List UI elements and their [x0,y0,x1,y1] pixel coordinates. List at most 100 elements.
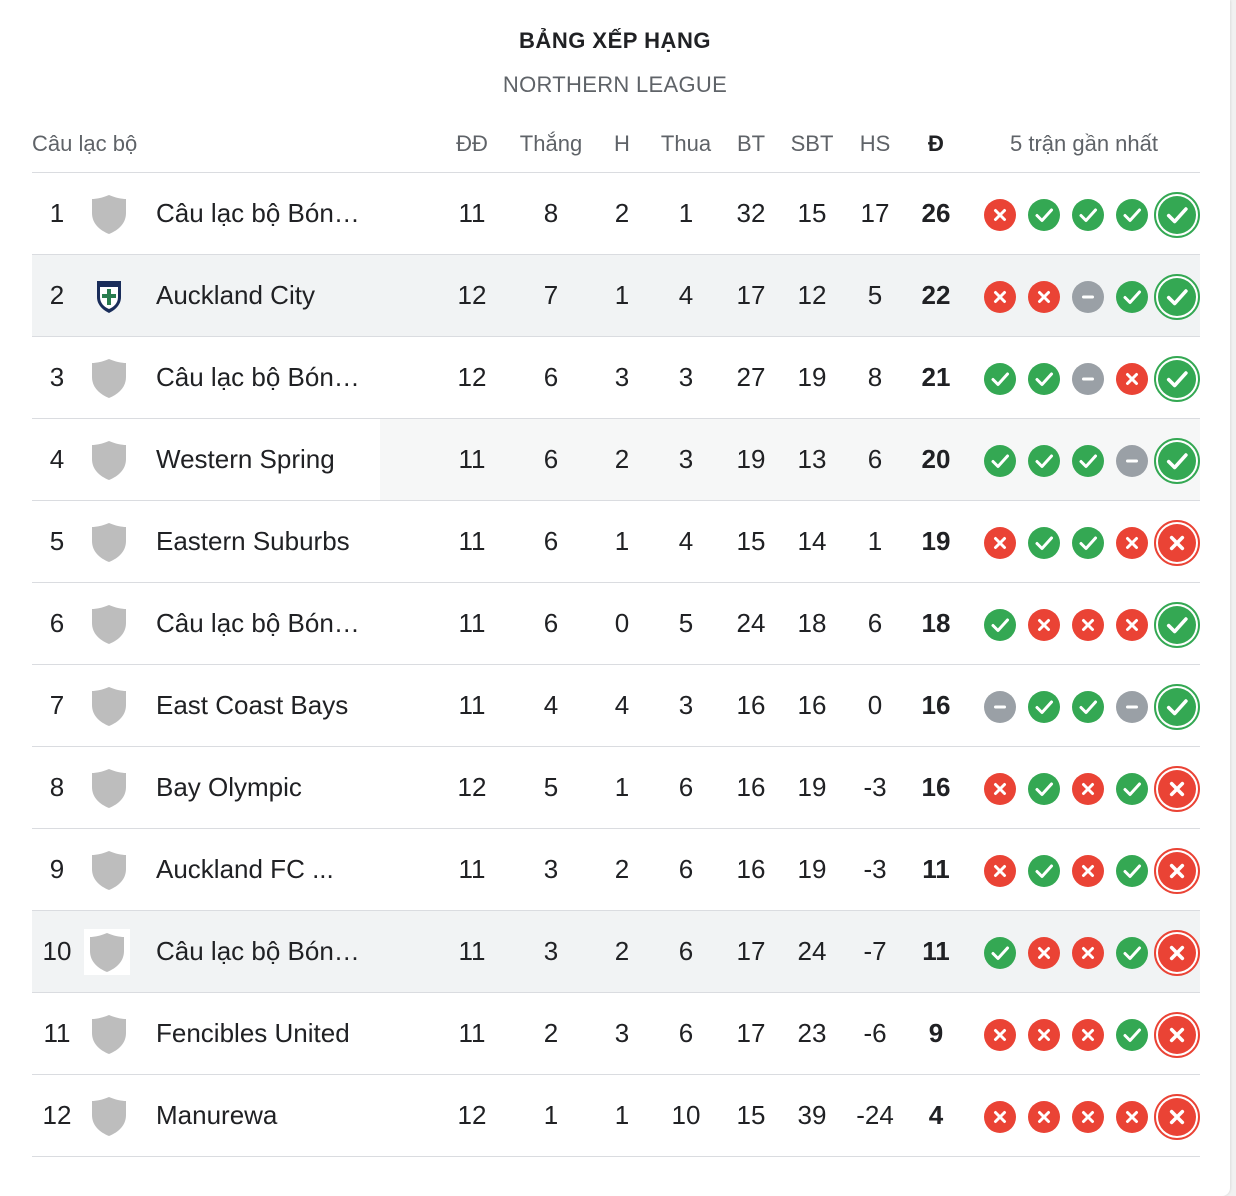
form-latest-win-icon[interactable] [1154,274,1200,320]
recent-form [984,255,1200,336]
table-row[interactable]: 2 Auckland City 12 7 1 4 17 12 5 22 [32,255,1200,337]
form-loss-icon[interactable] [1072,609,1104,641]
form-loss-icon[interactable] [984,527,1016,559]
table-row[interactable]: 11 Fencibles United 11 2 3 6 17 23 -6 9 [32,993,1200,1075]
form-win-icon[interactable] [1072,199,1104,231]
form-latest-loss-icon[interactable] [1154,520,1200,566]
table-row[interactable]: 10 Câu lạc bộ Bóng đá 11 3 2 6 17 24 -7 11 [32,911,1200,993]
table-row[interactable]: 1 Câu lạc bộ Bóng đá 11 8 2 1 32 15 17 26 [32,173,1200,255]
form-win-icon[interactable] [984,609,1016,641]
form-win-icon[interactable] [1028,527,1060,559]
form-win-icon[interactable] [1072,527,1104,559]
team-name[interactable]: Câu lạc bộ Bóng đá [156,362,368,392]
form-latest-win-icon[interactable] [1154,356,1200,402]
form-loss-icon[interactable] [984,855,1016,887]
table-row[interactable]: 12 Manurewa 12 1 1 10 15 39 -24 4 [32,1075,1200,1157]
form-latest-win-icon[interactable] [1154,602,1200,648]
stat-ga: 19 [797,362,827,392]
form-latest-loss-icon[interactable] [1154,1094,1200,1140]
table-row[interactable]: 4 Western Spring 11 6 2 3 19 13 6 20 [32,419,1200,501]
form-loss-icon[interactable] [1072,855,1104,887]
form-loss-icon[interactable] [1028,937,1060,969]
team-rank: 9 [49,854,65,884]
form-win-icon[interactable] [1116,199,1148,231]
form-loss-icon[interactable] [1116,363,1148,395]
form-win-icon[interactable] [1072,445,1104,477]
form-loss-icon[interactable] [984,199,1016,231]
form-win-icon[interactable] [1028,199,1060,231]
team-name[interactable]: Câu lạc bộ Bóng đá [156,198,368,228]
form-win-icon[interactable] [984,937,1016,969]
form-latest-loss-icon[interactable] [1154,766,1200,812]
recent-form [984,419,1200,500]
team-name[interactable]: Fencibles United [156,1018,350,1048]
form-latest-loss-icon[interactable] [1154,848,1200,894]
team-name[interactable]: Manurewa [156,1100,278,1130]
form-loss-icon[interactable] [1116,1101,1148,1133]
form-win-icon[interactable] [1116,937,1148,969]
form-loss-icon[interactable] [984,281,1016,313]
stat-drawn: 1 [614,1100,630,1130]
form-loss-icon[interactable] [1072,1019,1104,1051]
form-draw-icon[interactable] [1116,691,1148,723]
stat-gf: 16 [736,854,766,884]
form-win-icon[interactable] [1116,773,1148,805]
form-win-icon[interactable] [1116,281,1148,313]
stat-played: 11 [458,608,486,638]
form-draw-icon[interactable] [1116,445,1148,477]
form-loss-icon[interactable] [1028,609,1060,641]
table-row[interactable]: 7 East Coast Bays 11 4 4 3 16 16 0 16 [32,665,1200,747]
form-latest-loss-icon[interactable] [1154,930,1200,976]
form-loss-icon[interactable] [1028,1101,1060,1133]
form-win-icon[interactable] [1116,1019,1148,1051]
form-win-icon[interactable] [1028,691,1060,723]
form-latest-win-icon[interactable] [1154,438,1200,484]
stat-won: 6 [543,362,559,392]
form-loss-icon[interactable] [984,1101,1016,1133]
stat-gd: -3 [863,772,887,802]
form-win-icon[interactable] [1028,773,1060,805]
form-loss-icon[interactable] [1072,773,1104,805]
form-win-icon[interactable] [1028,363,1060,395]
recent-form [984,993,1200,1074]
form-win-icon[interactable] [1116,855,1148,887]
form-win-icon[interactable] [984,445,1016,477]
stat-ga: 24 [797,936,827,966]
form-latest-loss-icon[interactable] [1154,1012,1200,1058]
team-name[interactable]: East Coast Bays [156,690,349,720]
team-name[interactable]: Câu lạc bộ Bóng đá [156,608,368,638]
form-draw-icon[interactable] [1072,363,1104,395]
form-win-icon[interactable] [1072,691,1104,723]
form-draw-icon[interactable] [1072,281,1104,313]
form-loss-icon[interactable] [1028,281,1060,313]
stat-gf: 17 [736,936,766,966]
team-name[interactable]: Bay Olympic [156,772,302,802]
form-latest-win-icon[interactable] [1154,684,1200,730]
team-name[interactable]: Western Spring [156,444,335,474]
shield-icon [88,603,130,645]
form-loss-icon[interactable] [1116,609,1148,641]
form-latest-win-icon[interactable] [1154,192,1200,238]
stat-gd: -3 [863,854,887,884]
form-win-icon[interactable] [984,363,1016,395]
form-loss-icon[interactable] [1072,937,1104,969]
form-loss-icon[interactable] [1028,1019,1060,1051]
team-rank: 7 [49,690,65,720]
table-row[interactable]: 9 Auckland FC ... 11 3 2 6 16 19 -3 11 [32,829,1200,911]
table-row[interactable]: 6 Câu lạc bộ Bóng đá 11 6 0 5 24 18 6 18 [32,583,1200,665]
form-loss-icon[interactable] [1072,1101,1104,1133]
table-row[interactable]: 5 Eastern Suburbs 11 6 1 4 15 14 1 19 [32,501,1200,583]
team-name[interactable]: Eastern Suburbs [156,526,350,556]
team-name[interactable]: Auckland City [156,280,315,310]
form-loss-icon[interactable] [1116,527,1148,559]
form-win-icon[interactable] [1028,855,1060,887]
form-loss-icon[interactable] [984,773,1016,805]
col-ga: SBT [790,131,834,156]
form-loss-icon[interactable] [984,1019,1016,1051]
form-win-icon[interactable] [1028,445,1060,477]
team-name[interactable]: Câu lạc bộ Bóng đá [156,936,368,966]
form-draw-icon[interactable] [984,691,1016,723]
table-row[interactable]: 8 Bay Olympic 12 5 1 6 16 19 -3 16 [32,747,1200,829]
table-row[interactable]: 3 Câu lạc bộ Bóng đá 12 6 3 3 27 19 8 21 [32,337,1200,419]
team-name[interactable]: Auckland FC ... [156,854,334,884]
